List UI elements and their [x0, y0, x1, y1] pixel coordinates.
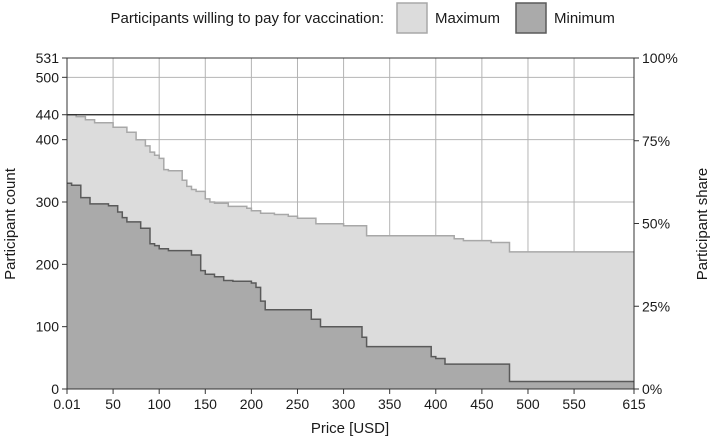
x-tick-label-2: 100 — [148, 396, 172, 412]
y-tick-label-5: 440 — [36, 107, 60, 123]
y2-tick-label-1: 25% — [642, 298, 670, 314]
y-tick-label-4: 400 — [36, 132, 60, 148]
x-tick-label-9: 450 — [470, 396, 494, 412]
x-tick-label-1: 50 — [105, 396, 121, 412]
x-tick-label-8: 400 — [424, 396, 448, 412]
series-area-minimum — [67, 183, 634, 389]
y2-tick-label-4: 100% — [642, 50, 678, 66]
x-tick-label-7: 350 — [378, 396, 402, 412]
x-tick-label-4: 200 — [240, 396, 264, 412]
y2-tick-label-3: 75% — [642, 133, 670, 149]
x-tick-label-12: 615 — [622, 396, 646, 412]
y-tick-label-0: 0 — [51, 381, 59, 397]
series-layer — [67, 113, 634, 389]
y-tick-label-1: 100 — [36, 319, 60, 335]
legend-title: Participants willing to pay for vaccinat… — [111, 10, 384, 27]
x-axis-title: Price [USD] — [311, 420, 389, 437]
x-axis-ticks: 0.01 50 100 150 200 250 300 350 400 450 500 550 615 — [53, 389, 646, 412]
legend-label-minimum: Minimum — [554, 10, 615, 27]
y2-tick-label-0: 0% — [642, 381, 662, 397]
x-tick-label-0: 0.01 — [53, 396, 80, 412]
y-tick-label-3: 300 — [36, 194, 60, 210]
y-tick-label-6: 500 — [36, 69, 60, 85]
y2-tick-label-2: 50% — [642, 216, 670, 232]
y2-axis-ticks: 0% 25% 50% 75% 100% — [634, 50, 678, 397]
series-line-minimum — [67, 182, 634, 383]
legend-label-maximum: Maximum — [435, 10, 500, 27]
x-tick-label-5: 250 — [286, 396, 310, 412]
y-tick-label-2: 200 — [36, 256, 60, 272]
x-tick-label-11: 550 — [562, 396, 586, 412]
y-axis-title: Participant count — [2, 167, 19, 280]
legend-swatch-minimum — [515, 2, 547, 34]
y-tick-label-7: 531 — [36, 50, 60, 66]
y2-axis-title: Participant share — [694, 168, 711, 281]
y-axis-ticks: 0 100 200 300 400 440 500 531 — [36, 50, 67, 397]
x-tick-label-10: 500 — [516, 396, 540, 412]
x-tick-label-6: 300 — [332, 396, 356, 412]
x-tick-label-3: 150 — [194, 396, 218, 412]
legend-swatch-maximum — [396, 2, 428, 34]
legend: Participants willing to pay for vaccinat… — [111, 2, 615, 34]
series-line-maximum — [67, 113, 634, 253]
